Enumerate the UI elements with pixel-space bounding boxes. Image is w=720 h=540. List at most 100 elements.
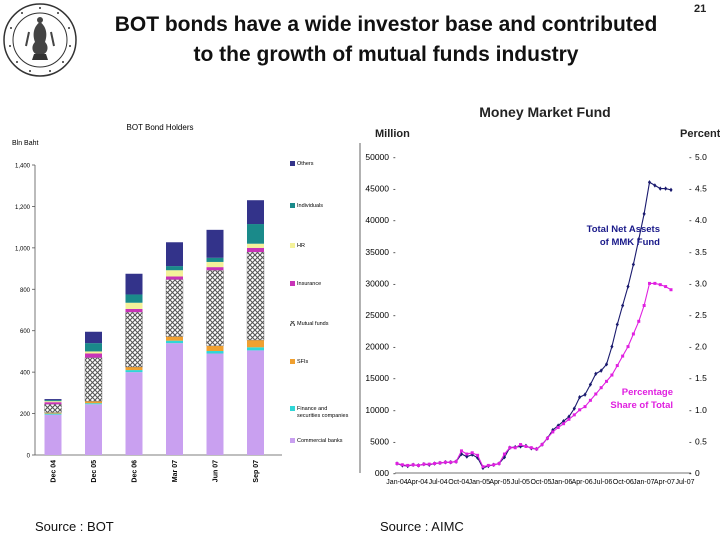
bar-segment-hr	[85, 351, 102, 354]
line-point-tna	[631, 262, 635, 267]
line-point-pct	[648, 281, 652, 285]
bar-y-tick-label: 1,000	[15, 246, 31, 252]
line-left-tick-dash: -	[393, 185, 396, 194]
bar-legend-swatch	[290, 281, 295, 286]
source-right: Source : AIMC	[380, 519, 464, 534]
pct-annotation: Share of Total	[610, 400, 673, 411]
line-point-pct	[658, 283, 662, 287]
bar-legend-swatch	[290, 203, 295, 208]
bar-segment-mutual-funds	[44, 404, 62, 413]
line-right-tick-label: 5.0	[695, 152, 707, 162]
line-left-tick-dash: -	[393, 437, 396, 446]
bar-legend-swatch	[290, 438, 295, 443]
bar-legend-label: Insurance	[297, 281, 321, 287]
line-point-pct	[529, 446, 533, 450]
bar-segment-insurance	[206, 267, 224, 271]
line-point-pct	[492, 463, 496, 467]
line-point-pct	[653, 281, 657, 285]
line-point-tna	[604, 362, 609, 367]
line-point-tna	[615, 322, 619, 327]
bar-segment-individuals	[125, 294, 143, 303]
pct-annotation: Percentage	[622, 387, 673, 398]
line-point-pct	[605, 379, 609, 383]
line-right-tick-label: 1.5	[695, 373, 707, 383]
line-left-tick-label: 000	[375, 468, 389, 478]
line-right-tick-dash: -	[689, 216, 692, 225]
line-point-pct	[519, 443, 523, 447]
bar-segment-mutual-funds	[206, 270, 224, 347]
line-point-tna	[594, 371, 598, 376]
bar-segment-commercial-banks	[44, 414, 62, 455]
bar-segment-sfis	[44, 412, 62, 414]
line-right-tick-label: 3.5	[695, 247, 707, 257]
bar-segment-commercial-banks	[125, 372, 143, 455]
bar-chart-title: BOT Bond Holders	[127, 123, 194, 132]
line-point-tna	[637, 236, 641, 242]
line-point-tna	[669, 187, 673, 193]
line-point-pct	[513, 446, 517, 450]
line-point-pct	[669, 288, 673, 292]
line-right-tick-dash: -	[689, 248, 692, 257]
bar-segment-commercial-banks	[247, 350, 264, 455]
line-left-tick-dash: -	[393, 153, 396, 162]
line-point-pct	[594, 392, 598, 396]
bar-segment-mutual-funds	[165, 279, 184, 337]
line-point-pct	[583, 405, 587, 409]
line-point-pct	[476, 453, 480, 457]
bar-y-tick-label: 800	[20, 288, 31, 294]
line-chart-left-axis-label: Million	[375, 128, 410, 140]
line-right-tick-dash: -	[689, 374, 692, 383]
line-right-tick-dash: -	[689, 406, 692, 415]
line-left-tick-label: 45000	[365, 184, 389, 194]
bar-segment-individuals	[166, 266, 183, 271]
line-left-tick-label: 20000	[365, 342, 389, 352]
line-point-pct	[443, 460, 447, 464]
bar-legend-swatch	[290, 243, 295, 248]
line-x-label: Jul-06	[593, 479, 612, 486]
line-x-label: Jan-07	[633, 479, 655, 486]
line-series-percentage-share	[396, 282, 672, 468]
line-point-tna	[502, 455, 507, 460]
slide-number: 21	[694, 3, 707, 15]
line-x-label: Oct-06	[613, 479, 634, 486]
line-left-tick-dash: -	[393, 469, 396, 478]
slide-title-line-1: BOT bonds have a wide investor base and …	[114, 13, 658, 36]
line-point-pct	[545, 436, 549, 440]
line-point-pct	[642, 304, 646, 308]
line-point-pct	[540, 443, 544, 447]
bar-legend-label: HR	[297, 243, 305, 249]
money-market-fund-chart: Money Market Fund Million Percent 000 -50…	[359, 104, 720, 486]
line-point-pct	[637, 319, 641, 323]
bar-segment-hr	[206, 261, 224, 268]
line-left-tick-dash: -	[393, 406, 396, 415]
line-point-pct	[411, 463, 415, 467]
line-x-label: Oct-04	[448, 479, 469, 486]
tna-annotation: of MMK Fund	[600, 237, 660, 248]
line-point-pct	[438, 461, 442, 465]
line-chart-right-axis-label: Percent	[680, 128, 720, 140]
slide-title: BOT bonds have a wide investor base and …	[80, 10, 692, 70]
line-left-tick-label: 30000	[365, 278, 389, 288]
line-point-pct	[486, 463, 490, 467]
line-right-tick-dash: -	[689, 343, 692, 352]
line-point-pct	[395, 462, 399, 466]
bar-segment-hr	[166, 270, 183, 277]
source-left: Source : BOT	[35, 519, 114, 534]
line-point-pct	[470, 451, 474, 455]
line-point-pct	[567, 417, 571, 421]
bar-x-label: Sep 07	[253, 460, 260, 483]
line-point-pct	[631, 332, 635, 336]
line-left-tick-dash: -	[393, 248, 396, 257]
line-right-tick-label: 2.5	[695, 310, 707, 320]
bar-segment-finance-and-securities-companies	[44, 413, 62, 415]
line-right-tick-label: 4.0	[695, 215, 707, 225]
bar-segment-hr	[125, 302, 143, 309]
bar-segment-mutual-funds	[84, 357, 103, 402]
line-point-pct	[562, 422, 566, 426]
bar-legend-label: Mutual funds	[297, 321, 329, 327]
bar-x-label: Jun 07	[213, 460, 220, 482]
line-left-tick-label: 50000	[365, 152, 389, 162]
bar-legend-label: Commercial banks	[297, 438, 343, 444]
line-point-pct	[416, 463, 420, 467]
line-x-label: Apr-04	[407, 479, 428, 486]
